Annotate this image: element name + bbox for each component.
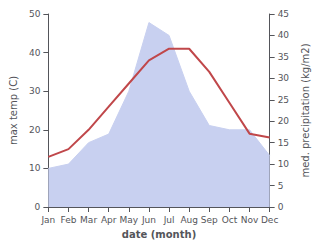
svg-text:25: 25 (278, 95, 289, 105)
svg-text:40: 40 (29, 48, 41, 58)
svg-text:May: May (120, 215, 139, 225)
svg-text:Dec: Dec (261, 215, 278, 225)
svg-text:Jun: Jun (141, 215, 156, 225)
svg-text:20: 20 (29, 125, 41, 135)
svg-text:Jan: Jan (40, 215, 55, 225)
svg-text:20: 20 (278, 116, 290, 126)
svg-text:0: 0 (35, 202, 41, 212)
svg-text:Aug: Aug (180, 215, 198, 225)
svg-text:max temp (C): max temp (C) (8, 76, 19, 145)
svg-text:45: 45 (278, 9, 289, 19)
svg-text:10: 10 (278, 159, 290, 169)
svg-text:15: 15 (278, 138, 289, 148)
svg-text:Feb: Feb (61, 215, 77, 225)
svg-text:Mar: Mar (80, 215, 97, 225)
svg-text:30: 30 (29, 86, 41, 96)
svg-text:date (month): date (month) (122, 229, 196, 240)
svg-text:Jul: Jul (163, 215, 175, 225)
svg-text:5: 5 (278, 181, 284, 191)
svg-text:Apr: Apr (101, 215, 117, 225)
svg-text:Sep: Sep (201, 215, 218, 225)
svg-text:Nov: Nov (241, 215, 259, 225)
svg-text:med. precipitation (kg/m2): med. precipitation (kg/m2) (300, 43, 311, 177)
svg-text:35: 35 (278, 52, 289, 62)
svg-text:10: 10 (29, 163, 41, 173)
svg-text:0: 0 (278, 202, 284, 212)
svg-text:40: 40 (278, 30, 290, 40)
svg-text:50: 50 (29, 9, 41, 19)
svg-text:Oct: Oct (222, 215, 238, 225)
svg-text:30: 30 (278, 73, 290, 83)
